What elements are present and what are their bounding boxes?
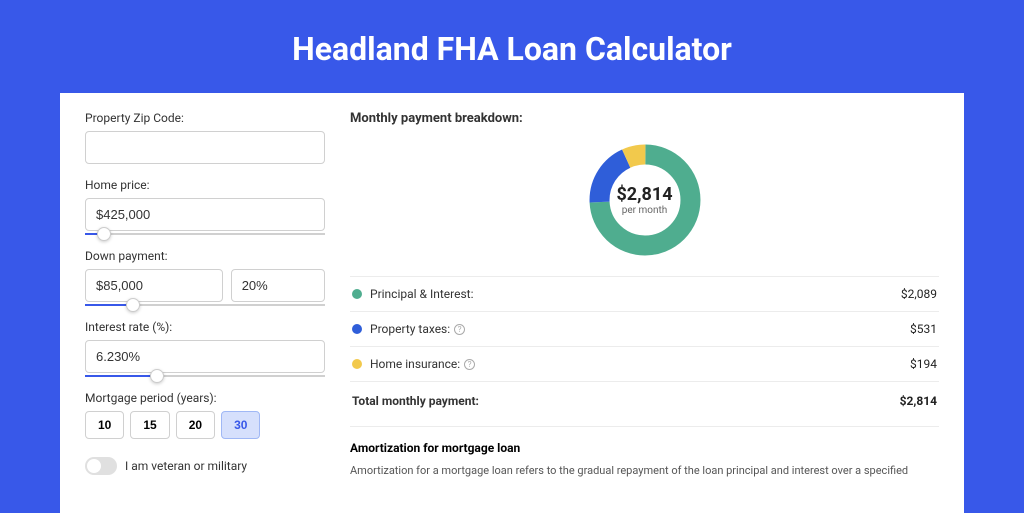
zip-label: Property Zip Code: bbox=[85, 111, 325, 125]
breakdown-title: Monthly payment breakdown: bbox=[350, 111, 939, 126]
page-title: Headland FHA Loan Calculator bbox=[0, 0, 1024, 93]
slider-thumb[interactable] bbox=[150, 369, 164, 383]
breakdown-label: Principal & Interest: bbox=[370, 287, 901, 301]
breakdown-row: Property taxes:?$531 bbox=[350, 314, 939, 344]
slider-thumb[interactable] bbox=[97, 227, 111, 241]
donut-amount: $2,814 bbox=[616, 184, 672, 205]
veteran-toggle[interactable] bbox=[85, 457, 117, 475]
veteran-toggle-row: I am veteran or military bbox=[85, 457, 325, 475]
toggle-knob bbox=[87, 459, 101, 473]
down-payment-field-group: Down payment: bbox=[85, 249, 325, 306]
total-row: Total monthly payment: $2,814 bbox=[350, 384, 939, 418]
interest-rate-field-group: Interest rate (%): bbox=[85, 320, 325, 377]
total-label: Total monthly payment: bbox=[352, 394, 900, 408]
period-btn-10[interactable]: 10 bbox=[85, 411, 124, 439]
donut-chart: $2,814 per month bbox=[585, 140, 705, 260]
down-payment-slider[interactable] bbox=[85, 304, 325, 306]
breakdown-label: Home insurance:? bbox=[370, 357, 910, 371]
mortgage-period-label: Mortgage period (years): bbox=[85, 391, 325, 405]
legend-dot bbox=[352, 289, 362, 299]
breakdown-value: $194 bbox=[910, 357, 937, 371]
amortization-text: Amortization for a mortgage loan refers … bbox=[350, 463, 939, 480]
breakdown-value: $2,089 bbox=[901, 287, 937, 301]
interest-rate-slider[interactable] bbox=[85, 375, 325, 377]
interest-rate-label: Interest rate (%): bbox=[85, 320, 325, 334]
breakdown-column: Monthly payment breakdown: $2,814 per mo… bbox=[350, 111, 939, 495]
donut-chart-wrap: $2,814 per month bbox=[350, 134, 939, 274]
down-payment-input[interactable] bbox=[85, 269, 223, 302]
slider-thumb[interactable] bbox=[126, 298, 140, 312]
breakdown-row: Home insurance:?$194 bbox=[350, 349, 939, 379]
interest-rate-input[interactable] bbox=[85, 340, 325, 373]
amortization-title: Amortization for mortgage loan bbox=[350, 441, 939, 455]
legend-dot bbox=[352, 324, 362, 334]
down-payment-percent-input[interactable] bbox=[231, 269, 325, 302]
home-price-label: Home price: bbox=[85, 178, 325, 192]
veteran-label: I am veteran or military bbox=[125, 459, 247, 473]
home-price-slider[interactable] bbox=[85, 233, 325, 235]
help-icon[interactable]: ? bbox=[454, 324, 465, 335]
home-price-input[interactable] bbox=[85, 198, 325, 231]
help-icon[interactable]: ? bbox=[464, 359, 475, 370]
period-btn-15[interactable]: 15 bbox=[130, 411, 169, 439]
legend-dot bbox=[352, 359, 362, 369]
mortgage-period-field-group: Mortgage period (years): 10152030 bbox=[85, 391, 325, 439]
breakdown-label: Property taxes:? bbox=[370, 322, 910, 336]
calculator-panel: Property Zip Code: Home price: Down paym… bbox=[60, 93, 964, 513]
zip-input[interactable] bbox=[85, 131, 325, 164]
donut-sublabel: per month bbox=[616, 205, 672, 216]
breakdown-row: Principal & Interest:$2,089 bbox=[350, 279, 939, 309]
zip-field-group: Property Zip Code: bbox=[85, 111, 325, 164]
breakdown-value: $531 bbox=[910, 322, 937, 336]
period-btn-20[interactable]: 20 bbox=[176, 411, 215, 439]
total-value: $2,814 bbox=[900, 394, 937, 408]
form-column: Property Zip Code: Home price: Down paym… bbox=[85, 111, 325, 495]
down-payment-label: Down payment: bbox=[85, 249, 325, 263]
period-btn-30[interactable]: 30 bbox=[221, 411, 260, 439]
home-price-field-group: Home price: bbox=[85, 178, 325, 235]
period-buttons: 10152030 bbox=[85, 411, 325, 439]
